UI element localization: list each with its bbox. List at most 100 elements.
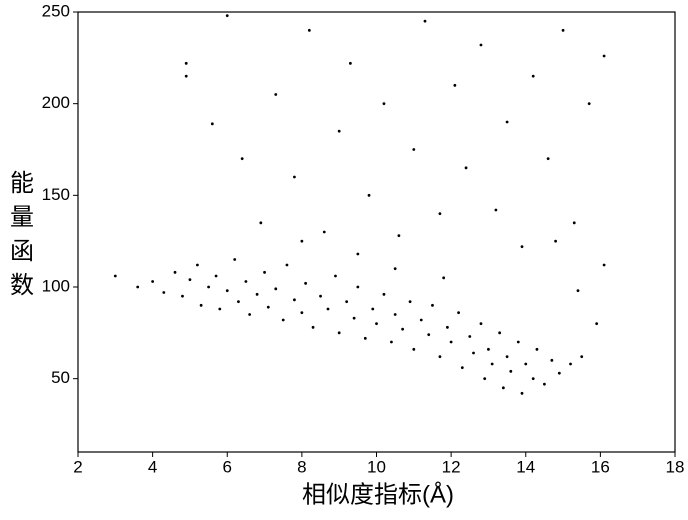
point — [502, 386, 505, 389]
x-tick-label: 10 — [367, 457, 386, 476]
point — [409, 300, 412, 303]
point — [319, 295, 322, 298]
point — [480, 44, 483, 47]
point — [554, 240, 557, 243]
point — [356, 253, 359, 256]
point — [580, 355, 583, 358]
chart: 相似度指标(Å) 能量函数 24681012141618501001502002… — [0, 0, 688, 520]
point — [233, 258, 236, 261]
point — [383, 102, 386, 105]
point — [506, 121, 509, 124]
point — [256, 293, 259, 296]
point — [446, 326, 449, 329]
point — [468, 335, 471, 338]
point — [487, 348, 490, 351]
point — [338, 331, 341, 334]
point — [431, 304, 434, 307]
x-tick-label: 16 — [591, 457, 610, 476]
plot-frame — [78, 12, 675, 452]
point — [174, 271, 177, 274]
point — [420, 319, 423, 322]
point — [439, 212, 442, 215]
point — [442, 276, 445, 279]
point — [412, 148, 415, 151]
point — [439, 355, 442, 358]
x-tick-label: 8 — [297, 457, 306, 476]
point — [569, 363, 572, 366]
point — [375, 322, 378, 325]
point — [293, 298, 296, 301]
point — [353, 317, 356, 320]
point — [237, 300, 240, 303]
point — [334, 275, 337, 278]
point — [371, 308, 374, 311]
point — [401, 328, 404, 331]
point — [368, 194, 371, 197]
point — [274, 93, 277, 96]
point — [577, 289, 580, 292]
point — [151, 280, 154, 283]
point — [211, 122, 214, 125]
point — [517, 341, 520, 344]
point — [562, 29, 565, 32]
point — [495, 209, 498, 212]
point — [397, 234, 400, 237]
point — [412, 348, 415, 351]
point — [226, 289, 229, 292]
point — [312, 326, 315, 329]
x-tick-label: 4 — [148, 457, 157, 476]
point — [532, 377, 535, 380]
point — [345, 300, 348, 303]
point — [521, 392, 524, 395]
point — [498, 331, 501, 334]
y-tick-label: 200 — [42, 93, 70, 112]
point — [338, 130, 341, 133]
point — [480, 322, 483, 325]
point — [453, 84, 456, 87]
point — [532, 75, 535, 78]
point — [509, 370, 512, 373]
point — [286, 264, 289, 267]
point — [267, 306, 270, 309]
x-tick-label: 12 — [442, 457, 461, 476]
point — [181, 295, 184, 298]
x-tick-label: 18 — [666, 457, 685, 476]
point — [248, 313, 251, 316]
point — [461, 366, 464, 369]
point — [263, 271, 266, 274]
point — [558, 372, 561, 375]
point — [491, 363, 494, 366]
point — [550, 359, 553, 362]
point — [356, 286, 359, 289]
point — [603, 264, 606, 267]
point — [524, 363, 527, 366]
point — [573, 221, 576, 224]
point — [245, 280, 248, 283]
point — [323, 231, 326, 234]
point — [259, 221, 262, 224]
x-axis-label: 相似度指标(Å) — [302, 480, 454, 508]
point — [215, 275, 218, 278]
point — [465, 166, 468, 169]
point — [588, 102, 591, 105]
point — [304, 282, 307, 285]
point — [300, 311, 303, 314]
point — [327, 308, 330, 311]
point — [189, 278, 192, 281]
x-tick-label: 14 — [516, 457, 535, 476]
point — [274, 287, 277, 290]
point — [472, 352, 475, 355]
point — [200, 304, 203, 307]
point — [390, 341, 393, 344]
y-axis-label: 能量函数 — [10, 170, 34, 299]
point — [185, 75, 188, 78]
y-tick-label: 250 — [42, 1, 70, 20]
point — [506, 355, 509, 358]
y-tick-label: 100 — [42, 276, 70, 295]
point — [162, 291, 165, 294]
point — [241, 157, 244, 160]
point — [547, 157, 550, 160]
point — [536, 348, 539, 351]
point — [450, 341, 453, 344]
y-tick-label: 150 — [42, 185, 70, 204]
